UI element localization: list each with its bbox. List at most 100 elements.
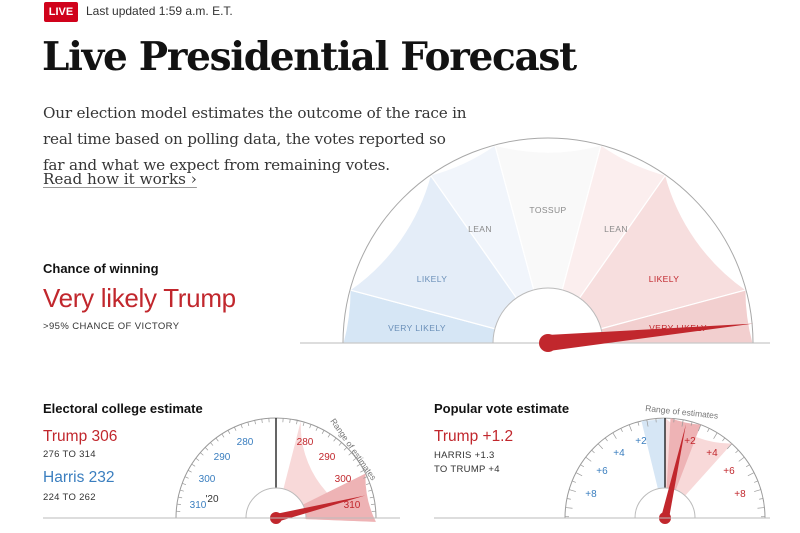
pv-minor-tick [681,419,684,427]
page-description: Our election model estimates the outcome… [43,104,467,174]
ec-minor-tick [221,433,225,438]
ec-minor-tick [289,418,291,424]
pv-minor-tick [575,472,583,477]
pv-minor-tick [580,464,584,468]
pv-minor-tick [735,449,739,454]
pv-minor-tick [565,507,573,509]
pv-minor-tick [754,489,761,492]
pv-minor-tick [707,428,710,433]
ec-minor-tick [182,482,187,486]
electoral-trump-range: 276 TO 314 [43,449,96,460]
ec-minor-tick [227,430,231,434]
read-how-it-works-link[interactable]: Read how it works › [43,170,197,188]
ec-minor-tick [261,418,263,424]
ec-minor-tick [338,442,342,446]
pv-tick-left-0: +8 [585,489,597,500]
ec-needle [275,495,366,522]
ec-tick-left-1: 300 [199,474,216,485]
ec-minor-tick [195,457,200,461]
chance-needle-hub [539,334,557,352]
pv-minor-tick [646,419,649,427]
pv-minor-tick [597,443,604,450]
pv-minor-tick [637,421,640,426]
pv-minor-tick [738,456,745,462]
electoral-trump-estimate: Trump 306 [43,428,118,445]
ec-minor-tick [369,496,374,499]
ec-minor-tick [254,420,256,425]
ec-minor-tick [348,452,352,456]
ec-minor-tick [234,426,237,431]
pv-minor-tick [591,449,595,454]
pv-minor-tick [612,432,617,439]
chance-detail: >95% CHANCE OF VICTORY [43,321,180,332]
chance-gauge-label-2: LEAN [468,224,492,234]
chance-outline [342,137,754,344]
ec-minor-tick [315,426,318,431]
ec-minor-tick [204,447,209,451]
ec-minor-tick [371,503,376,505]
pv-minor-tick [585,456,592,462]
pv-minor-tick [569,489,576,492]
ec-minor-tick [191,463,196,467]
popular-vote-label: Popular vote estimate [434,401,570,416]
ec-minor-tick [309,424,312,429]
electoral-harris-estimate: Harris 232 [43,469,115,486]
ec-tick-center: '20 [205,494,218,505]
ec-minor-tick [187,469,192,473]
pv-minor-tick [628,424,632,432]
chance-of-winning-label: Chance of winning [43,261,159,276]
last-updated-timestamp: Last updated 1:59 a.m. E.T. [86,4,233,18]
ec-minor-tick [343,447,348,451]
pv-tick-right-3: +8 [734,489,746,500]
chance-gauge-label-0: VERY LIKELY [388,323,446,333]
ec-minor-tick [365,482,370,486]
pv-tick-right-1: +4 [706,448,718,459]
ec-minor-tick [184,476,189,479]
pv-minor-tick [713,432,718,439]
ec-minor-tick [333,437,337,442]
ec-range-band [283,421,376,522]
pv-minor-tick [722,437,726,442]
chance-headline: Very likely Trump [43,283,236,313]
pv-minor-tick [566,498,571,500]
pv-minor-tick [604,437,608,442]
pv-minor-tick [690,421,693,426]
pv-minor-tick [726,443,733,450]
ec-tick-right-2: 300 [335,474,352,485]
chance-needle [547,323,754,351]
popular-trump-range: TO TRUMP +4 [434,464,500,475]
page-title: Live Presidential Forecast [42,34,577,80]
pv-minor-tick [754,480,759,483]
ec-tick-left-3: 280 [237,437,254,448]
electoral-harris-range: 224 TO 262 [43,492,96,503]
ec-tick-left-2: 290 [214,452,231,463]
pv-minor-tick [698,424,702,432]
chance-gauge-label-3: TOSSUP [529,205,566,215]
ec-minor-tick [327,433,331,438]
ec-tick-right-3: 310 [344,500,361,511]
pv-minor-tick [746,464,750,468]
pv-minor-tick [571,480,576,483]
chance-gauge-label-4: LEAN [604,224,628,234]
pv-tick-right-0: +2 [684,436,696,447]
pv-tick-left-1: +6 [596,466,608,477]
ec-minor-tick [360,469,365,473]
ec-minor-tick [247,421,250,427]
ec-range-core [302,473,376,522]
ec-minor-tick [368,489,373,492]
popular-harris-range: HARRIS +1.3 [434,450,495,461]
ec-minor-tick [356,463,361,467]
ec-minor-tick [179,489,184,492]
ec-tick-left-0: 310 [190,500,207,511]
ec-minor-tick [178,496,183,499]
pv-minor-tick [759,498,764,500]
ec-minor-tick [200,452,204,456]
ec-minor-tick [240,424,243,429]
ec-minor-tick [352,457,357,461]
pv-tick-right-2: +6 [723,466,735,477]
pv-minor-tick [620,428,623,433]
pv-needle [661,424,686,519]
ec-minor-tick [302,421,305,427]
